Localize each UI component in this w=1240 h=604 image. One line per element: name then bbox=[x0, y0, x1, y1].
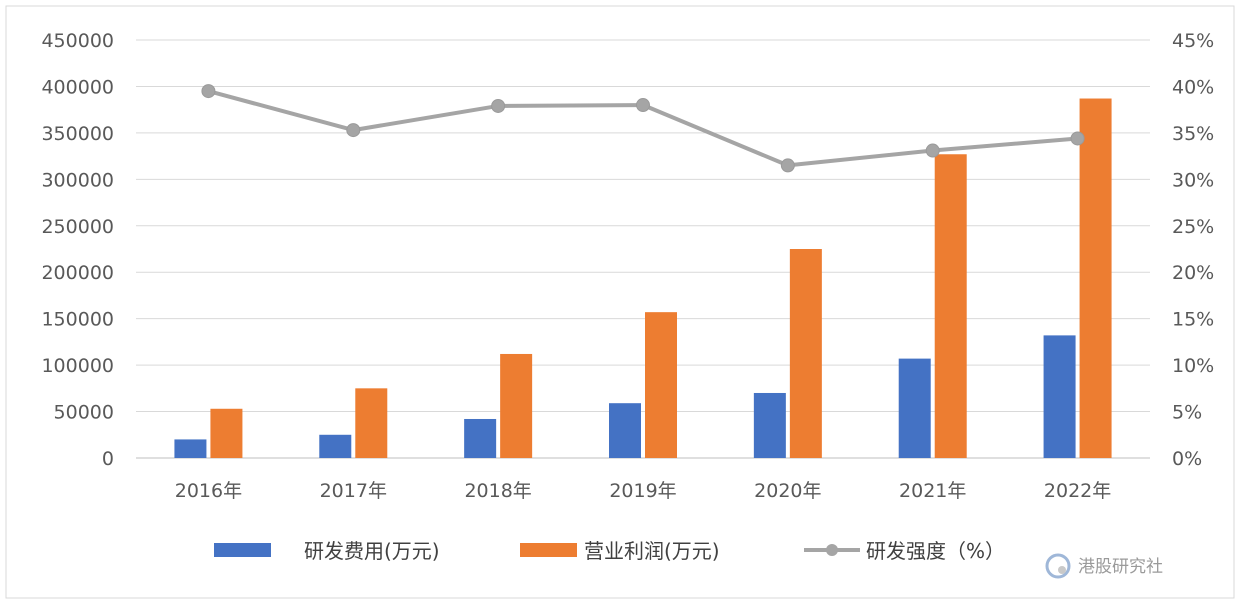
bar-operating-profit bbox=[210, 408, 243, 458]
x-tick-label: 2021年 bbox=[899, 480, 966, 502]
y-left-tick-label: 250000 bbox=[41, 216, 114, 238]
y-right-tick-label: 45% bbox=[1172, 30, 1214, 52]
watermark-logo-dot bbox=[1058, 566, 1066, 574]
y-left-tick-label: 0 bbox=[102, 448, 114, 470]
x-tick-label: 2016年 bbox=[175, 480, 242, 502]
legend-swatch-rd-intensity-marker bbox=[826, 544, 838, 556]
legend-label-operating-profit: 营业利润(万元) bbox=[584, 539, 720, 563]
legend: 研发费用(万元) 营业利润(万元) 研发强度（%） bbox=[214, 539, 1005, 563]
y-axis-left: 0 50000 100000 150000 200000 250000 300000 3500… bbox=[41, 30, 114, 470]
watermark: 港股研究社 bbox=[1045, 553, 1163, 579]
bar-rd-expense bbox=[319, 434, 352, 458]
x-tick-label: 2018年 bbox=[464, 480, 531, 502]
point-rd-intensity bbox=[491, 98, 506, 113]
y-right-tick-label: 20% bbox=[1172, 262, 1214, 284]
y-axis-right: 0% 5% 10% 15% 20% 25% 30% 35% 40% 45% bbox=[1172, 30, 1214, 470]
legend-label-rd-intensity: 研发强度（%） bbox=[866, 539, 1005, 563]
y-left-tick-label: 50000 bbox=[54, 402, 114, 424]
y-left-tick-label: 350000 bbox=[41, 123, 114, 145]
bar-operating-profit bbox=[934, 154, 967, 458]
x-tick-label: 2020年 bbox=[754, 480, 821, 502]
line-series bbox=[201, 84, 1085, 173]
y-left-tick-label: 100000 bbox=[41, 355, 114, 377]
y-right-tick-label: 5% bbox=[1172, 402, 1202, 424]
bar-operating-profit bbox=[789, 249, 822, 458]
y-left-tick-label: 150000 bbox=[41, 309, 114, 331]
bar-operating-profit bbox=[1079, 98, 1112, 459]
bar-rd-expense bbox=[898, 358, 931, 458]
x-tick-label: 2022年 bbox=[1044, 480, 1111, 502]
point-rd-intensity bbox=[925, 143, 940, 158]
chart-border bbox=[5, 5, 1235, 599]
bar-rd-expense bbox=[464, 418, 497, 458]
y-left-tick-label: 200000 bbox=[41, 262, 114, 284]
x-tick-label: 2017年 bbox=[320, 480, 387, 502]
y-left-tick-label: 450000 bbox=[41, 30, 114, 52]
legend-swatch-operating-profit bbox=[520, 543, 577, 557]
bar-operating-profit bbox=[500, 353, 533, 458]
point-rd-intensity bbox=[780, 158, 795, 173]
y-right-tick-label: 30% bbox=[1172, 169, 1214, 191]
watermark-text: 港股研究社 bbox=[1078, 557, 1163, 577]
y-right-tick-label: 25% bbox=[1172, 216, 1214, 238]
bar-rd-expense bbox=[1043, 335, 1076, 458]
point-rd-intensity bbox=[201, 84, 216, 99]
point-rd-intensity bbox=[636, 98, 650, 113]
gridlines bbox=[136, 39, 1150, 459]
y-right-tick-label: 15% bbox=[1172, 309, 1214, 331]
watermark-logo-icon bbox=[1045, 553, 1071, 579]
y-left-tick-label: 400000 bbox=[41, 76, 114, 98]
bar-operating-profit bbox=[645, 312, 677, 458]
legend-label-rd-expense: 研发费用(万元) bbox=[304, 539, 440, 563]
bar-rd-expense bbox=[174, 439, 207, 458]
bar-rd-expense bbox=[753, 392, 786, 458]
y-left-tick-label: 300000 bbox=[41, 169, 114, 191]
point-rd-intensity bbox=[346, 123, 361, 138]
point-rd-intensity bbox=[1070, 131, 1085, 146]
legend-swatch-rd-expense bbox=[214, 543, 271, 557]
x-tick-label: 2019年 bbox=[609, 480, 676, 502]
y-right-tick-label: 10% bbox=[1172, 355, 1214, 377]
bar-series bbox=[174, 98, 1112, 459]
y-right-tick-label: 0% bbox=[1172, 448, 1202, 470]
bar-operating-profit bbox=[355, 388, 388, 458]
y-right-tick-label: 35% bbox=[1172, 123, 1214, 145]
bar-rd-expense bbox=[609, 403, 641, 458]
x-axis: 2016年 2017年 2018年 2019年 2020年 2021年 2022年 bbox=[175, 480, 1112, 502]
y-right-tick-label: 40% bbox=[1172, 76, 1214, 98]
